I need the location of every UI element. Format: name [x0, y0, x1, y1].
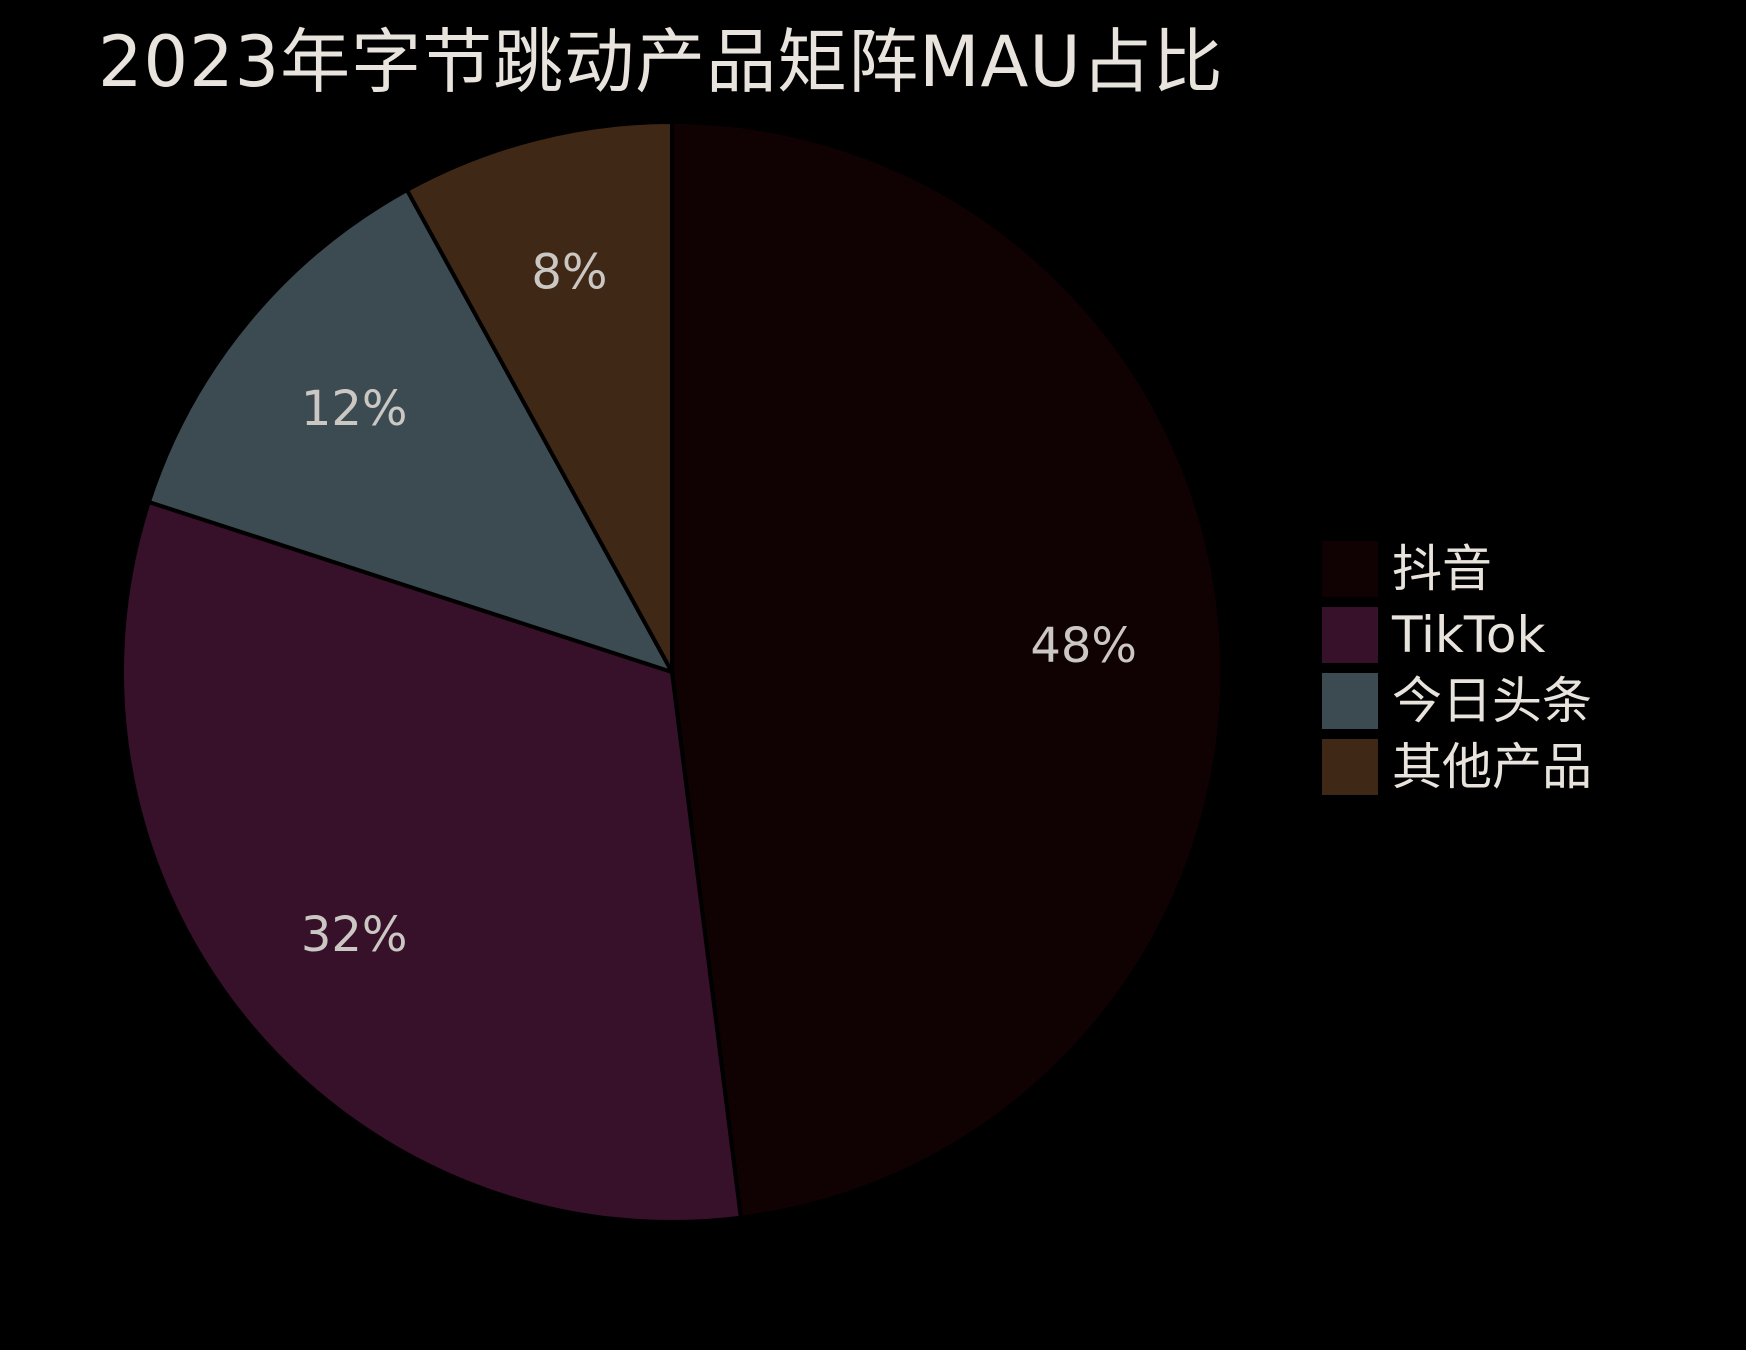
- pie-slice-2: [119, 500, 743, 1224]
- legend-item-1: 抖音: [1322, 541, 1592, 597]
- legend-swatch: [1322, 607, 1378, 663]
- legend-label: 今日头条: [1392, 672, 1592, 730]
- legend-swatch: [1322, 673, 1378, 729]
- legend-label: 其他产品: [1392, 738, 1592, 796]
- legend-label: TikTok: [1392, 606, 1546, 664]
- legend-item-3: 今日头条: [1322, 673, 1592, 729]
- pie-slice-3: [146, 188, 674, 674]
- slice-percent-label: 8%: [531, 245, 607, 301]
- slice-percent-label: 48%: [1030, 618, 1137, 674]
- pie-slice-4: [405, 120, 674, 674]
- legend: 抖音 TikTok 今日头条其他产品: [1322, 541, 1592, 795]
- legend-swatch: [1322, 541, 1378, 597]
- slice-percent-label: 32%: [301, 907, 408, 963]
- pie-slice-1: [670, 120, 1225, 1220]
- chart-title: 2023年字节跳动产品矩阵MAU占比: [98, 21, 1224, 103]
- legend-swatch: [1322, 739, 1378, 795]
- legend-item-2: TikTok: [1322, 607, 1592, 663]
- legend-item-4: 其他产品: [1322, 739, 1592, 795]
- slice-percent-label: 12%: [301, 381, 408, 437]
- legend-label: 抖音: [1392, 540, 1492, 598]
